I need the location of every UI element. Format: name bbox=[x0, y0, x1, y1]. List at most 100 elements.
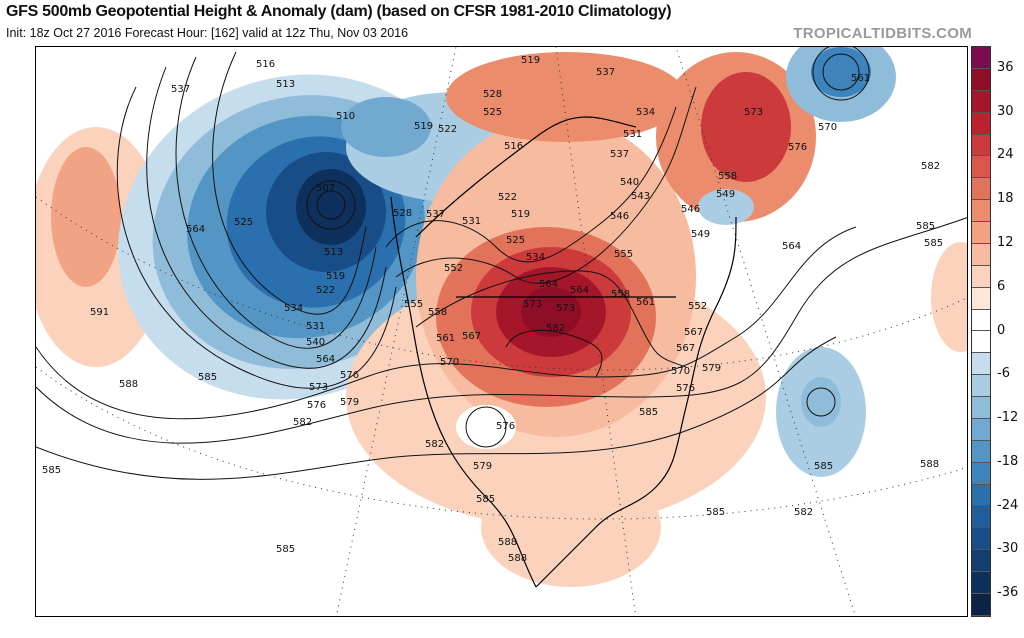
contour-label: 576 bbox=[496, 421, 515, 432]
contour-label: 582 bbox=[425, 439, 444, 450]
contour-label: 582 bbox=[794, 507, 813, 518]
colorbar-segment bbox=[972, 287, 990, 310]
colorbar-segment bbox=[972, 331, 990, 354]
contour-label: 576 bbox=[788, 142, 807, 153]
colorbar-label: -36 bbox=[997, 585, 1019, 601]
contour-label: 576 bbox=[307, 400, 326, 411]
contour-label: 537 bbox=[426, 209, 445, 220]
contour-label: 579 bbox=[340, 397, 359, 408]
contour-label: 567 bbox=[676, 343, 695, 354]
contour-label: 558 bbox=[428, 307, 447, 318]
contour-label: 564 bbox=[570, 285, 589, 296]
contour-label: 522 bbox=[316, 285, 335, 296]
contour-label: 585 bbox=[42, 465, 61, 476]
contour-label: 549 bbox=[716, 189, 735, 200]
colorbar-segment bbox=[972, 484, 990, 507]
colorbar-segment bbox=[972, 462, 990, 485]
contour-label: 582 bbox=[921, 161, 940, 172]
colorbar-label: 18 bbox=[997, 191, 1014, 207]
contour-label: 585 bbox=[276, 544, 295, 555]
contour-label: 537 bbox=[596, 67, 615, 78]
colorbar-segment bbox=[972, 375, 990, 397]
colorbar-label: 36 bbox=[997, 59, 1014, 75]
contour-label: 534 bbox=[636, 107, 655, 118]
contour-label: 519 bbox=[521, 55, 540, 66]
contour-label: 585 bbox=[706, 507, 725, 518]
colorbar bbox=[971, 46, 991, 617]
contour-label: 576 bbox=[676, 383, 695, 394]
contour-label: 513 bbox=[276, 79, 295, 90]
colorbar-segment bbox=[972, 243, 990, 266]
contour-label: 573 bbox=[744, 107, 763, 118]
contour-label: 588 bbox=[508, 553, 527, 564]
colorbar-segment bbox=[972, 506, 990, 529]
contour-label: 540 bbox=[620, 177, 639, 188]
contour-label: 585 bbox=[476, 494, 495, 505]
contour-label: 576 bbox=[340, 370, 359, 381]
contour-label: 582 bbox=[293, 417, 312, 428]
colorbar-segment bbox=[972, 550, 990, 572]
colorbar-label: -24 bbox=[997, 497, 1019, 513]
contour-label: 585 bbox=[198, 372, 217, 383]
contour-label: 552 bbox=[688, 301, 707, 312]
contour-label: 573 bbox=[523, 299, 542, 310]
colorbar-label: 12 bbox=[997, 234, 1014, 250]
contour-label: 549 bbox=[691, 229, 710, 240]
contour-label: 564 bbox=[539, 279, 558, 290]
contour-label: 570 bbox=[671, 366, 690, 377]
contour-label: 555 bbox=[404, 299, 423, 310]
contour-label: 519 bbox=[511, 209, 530, 220]
contour-label: 540 bbox=[306, 337, 325, 348]
contour-label: 531 bbox=[306, 321, 325, 332]
contour-label: 561 bbox=[436, 333, 455, 344]
contour-label: 555 bbox=[614, 249, 633, 260]
colorbar-label: 24 bbox=[997, 147, 1014, 163]
contour-label: 525 bbox=[506, 235, 525, 246]
colorbar-label: -18 bbox=[997, 453, 1019, 469]
contour-label: 531 bbox=[623, 129, 642, 140]
contour-label: 585 bbox=[916, 221, 935, 232]
contour-label: 588 bbox=[920, 459, 939, 470]
contour-label: 534 bbox=[526, 252, 545, 263]
colorbar-segment bbox=[972, 309, 990, 332]
contour-label: 546 bbox=[681, 204, 700, 215]
colorbar-label: 30 bbox=[997, 103, 1014, 119]
contour-label: 573 bbox=[556, 303, 575, 314]
colorbar-segment bbox=[972, 90, 990, 113]
contour-label: 558 bbox=[718, 171, 737, 182]
contour-label: 513 bbox=[324, 247, 343, 258]
contour-label: 528 bbox=[393, 208, 412, 219]
contour-label: 522 bbox=[438, 124, 457, 135]
contour-label: 570 bbox=[818, 122, 837, 133]
colorbar-label: -30 bbox=[997, 541, 1019, 557]
contour-label: 567 bbox=[684, 327, 703, 338]
contour-label: 531 bbox=[462, 216, 481, 227]
contour-label: 525 bbox=[483, 107, 502, 118]
contour-label: 585 bbox=[814, 461, 833, 472]
contour-label: 534 bbox=[284, 303, 303, 314]
colorbar-segment bbox=[972, 528, 990, 551]
colorbar-segment bbox=[972, 68, 990, 91]
contour-label: 564 bbox=[186, 224, 205, 235]
colorbar-segment bbox=[972, 47, 990, 69]
colorbar-segment bbox=[972, 178, 990, 201]
contour-label: 543 bbox=[631, 191, 650, 202]
colorbar-segment bbox=[972, 156, 990, 179]
map-subtitle: Init: 18z Oct 27 2016 Forecast Hour: [16… bbox=[6, 26, 409, 40]
contour-label: 591 bbox=[90, 307, 109, 318]
colorbar-segment bbox=[972, 572, 990, 594]
colorbar-segment bbox=[972, 222, 990, 244]
contour-label: 582 bbox=[546, 323, 565, 334]
anomaly-map: 519 516 513 537 510 519 522 528 525 516 537 534 531 5… bbox=[35, 46, 968, 617]
contour-label: 579 bbox=[702, 363, 721, 374]
contour-label: 585 bbox=[924, 238, 943, 249]
contour-label: 564 bbox=[316, 354, 335, 365]
contour-label: 522 bbox=[498, 192, 517, 203]
contour-label: 507 bbox=[316, 183, 335, 194]
contour-label: 516 bbox=[256, 59, 275, 70]
colorbar-segment bbox=[972, 265, 990, 288]
coastlines bbox=[390, 116, 737, 588]
contour-label: 525 bbox=[234, 217, 253, 228]
lat-lon-grid bbox=[36, 47, 967, 616]
